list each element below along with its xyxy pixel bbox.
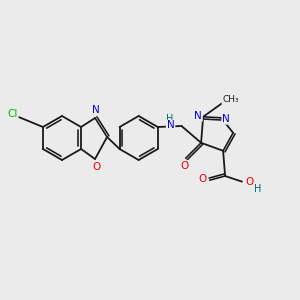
Text: N: N	[194, 111, 202, 121]
Text: CH₃: CH₃	[222, 95, 239, 104]
Text: O: O	[181, 161, 189, 171]
Text: N: N	[222, 114, 230, 124]
Text: Cl: Cl	[7, 109, 17, 119]
Text: N: N	[92, 105, 100, 115]
Text: O: O	[199, 174, 207, 184]
Text: H: H	[166, 113, 173, 124]
Text: N: N	[167, 121, 175, 130]
Text: H: H	[254, 184, 262, 194]
Text: O: O	[246, 177, 254, 187]
Text: O: O	[92, 162, 100, 172]
